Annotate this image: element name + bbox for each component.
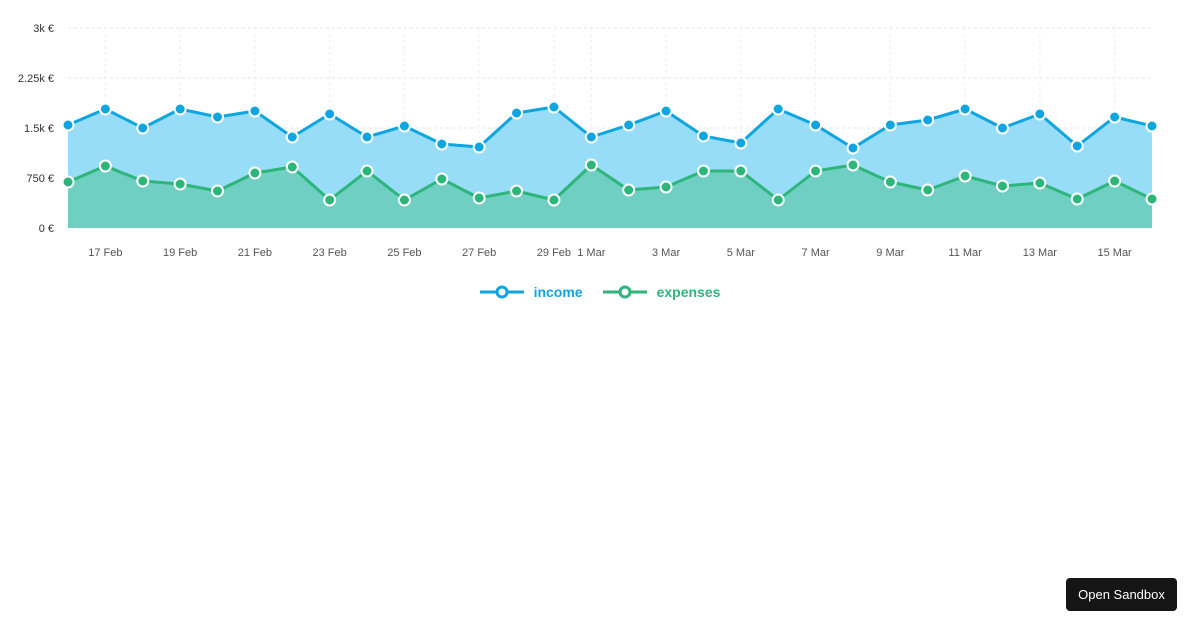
expenses-data-point[interactable] <box>696 164 710 178</box>
expenses-data-point[interactable] <box>323 193 337 207</box>
income-data-point[interactable] <box>510 106 524 120</box>
expenses-data-point[interactable] <box>360 164 374 178</box>
expenses-data-point[interactable] <box>846 158 860 172</box>
x-tick-label: 19 Feb <box>163 247 197 259</box>
expenses-data-point[interactable] <box>98 159 112 173</box>
legend-label-expenses: expenses <box>656 284 721 300</box>
expenses-data-point[interactable] <box>547 193 561 207</box>
income-data-point[interactable] <box>61 118 75 132</box>
income-data-point[interactable] <box>958 102 972 116</box>
legend-label-income: income <box>533 284 583 300</box>
expenses-data-point[interactable] <box>211 184 225 198</box>
x-tick-label: 3 Mar <box>652 247 680 259</box>
income-data-point[interactable] <box>1145 119 1159 133</box>
legend-item-expenses[interactable]: expenses <box>602 282 721 302</box>
x-tick-label: 11 Mar <box>948 247 982 259</box>
income-data-point[interactable] <box>248 104 262 118</box>
expenses-data-point[interactable] <box>472 191 486 205</box>
expenses-data-point[interactable] <box>1145 192 1159 206</box>
income-data-point[interactable] <box>360 130 374 144</box>
income-data-point[interactable] <box>435 137 449 151</box>
x-tick-label: 9 Mar <box>876 247 904 259</box>
expenses-data-point[interactable] <box>584 158 598 172</box>
expenses-data-point[interactable] <box>397 193 411 207</box>
expenses-data-point[interactable] <box>248 166 262 180</box>
x-tick-label: 1 Mar <box>577 247 605 259</box>
x-tick-label: 15 Mar <box>1097 247 1132 259</box>
income-data-point[interactable] <box>211 110 225 124</box>
chart-areas <box>68 107 1152 228</box>
x-tick-label: 13 Mar <box>1023 247 1058 259</box>
y-tick-label: 1.5k € <box>24 123 54 135</box>
x-tick-label: 27 Feb <box>462 247 496 259</box>
income-data-point[interactable] <box>584 130 598 144</box>
expenses-data-point[interactable] <box>435 172 449 186</box>
income-data-point[interactable] <box>921 113 935 127</box>
expenses-data-point[interactable] <box>734 164 748 178</box>
expenses-data-point[interactable] <box>136 174 150 188</box>
expenses-data-point[interactable] <box>921 183 935 197</box>
income-data-point[interactable] <box>397 119 411 133</box>
x-tick-label: 21 Feb <box>238 247 272 259</box>
open-sandbox-button[interactable]: Open Sandbox <box>1066 578 1177 611</box>
income-data-point[interactable] <box>622 118 636 132</box>
expenses-data-point[interactable] <box>771 193 785 207</box>
legend-item-income[interactable]: income <box>479 282 583 302</box>
expenses-data-point[interactable] <box>883 175 897 189</box>
expenses-data-point[interactable] <box>995 179 1009 193</box>
income-data-point[interactable] <box>995 121 1009 135</box>
income-data-point[interactable] <box>734 136 748 150</box>
expenses-data-point[interactable] <box>285 160 299 174</box>
x-tick-label: 5 Mar <box>727 247 755 259</box>
expenses-area <box>68 165 1152 228</box>
income-data-point[interactable] <box>696 129 710 143</box>
income-data-point[interactable] <box>472 140 486 154</box>
y-axis: 0 € 750 € 1.5k € 2.25k € 3k € <box>18 23 54 235</box>
y-tick-label: 750 € <box>26 173 54 185</box>
expenses-data-point[interactable] <box>1070 192 1084 206</box>
x-tick-label: 25 Feb <box>387 247 421 259</box>
expenses-data-point[interactable] <box>1033 176 1047 190</box>
income-data-point[interactable] <box>323 107 337 121</box>
expenses-data-point[interactable] <box>173 177 187 191</box>
income-data-point[interactable] <box>809 118 823 132</box>
income-data-point[interactable] <box>136 121 150 135</box>
income-data-point[interactable] <box>883 118 897 132</box>
x-tick-label: 17 Feb <box>88 247 122 259</box>
y-tick-label: 2.25k € <box>18 73 54 85</box>
income-data-point[interactable] <box>771 102 785 116</box>
expenses-data-point[interactable] <box>1108 174 1122 188</box>
income-data-point[interactable] <box>173 102 187 116</box>
expenses-line-marker-icon <box>602 285 647 299</box>
y-tick-label: 0 € <box>39 223 54 235</box>
income-data-point[interactable] <box>1108 110 1122 124</box>
income-data-point[interactable] <box>547 100 561 114</box>
chart-legend: income expenses <box>0 282 1200 302</box>
income-data-point[interactable] <box>285 130 299 144</box>
expenses-data-point[interactable] <box>622 183 636 197</box>
x-axis: 17 Feb 19 Feb 21 Feb 23 Feb 25 Feb 27 Feb 29 F… <box>88 247 1132 259</box>
y-tick-label: 3k € <box>33 23 54 35</box>
x-tick-label: 7 Mar <box>802 247 830 259</box>
income-line-marker-icon <box>479 285 524 299</box>
area-chart: 0 € 750 € 1.5k € 2.25k € 3k € 17 Feb 19 Feb 21… <box>18 23 1159 259</box>
expenses-data-point[interactable] <box>510 184 524 198</box>
x-tick-label: 29 Feb <box>537 247 571 259</box>
expenses-data-point[interactable] <box>659 180 673 194</box>
income-data-point[interactable] <box>1033 107 1047 121</box>
expenses-data-point[interactable] <box>958 169 972 183</box>
income-data-point[interactable] <box>659 104 673 118</box>
income-data-point[interactable] <box>98 102 112 116</box>
expenses-data-point[interactable] <box>809 164 823 178</box>
expenses-data-point[interactable] <box>61 175 75 189</box>
income-data-point[interactable] <box>846 141 860 155</box>
x-tick-label: 23 Feb <box>313 247 347 259</box>
chart-points <box>61 100 1159 207</box>
income-data-point[interactable] <box>1070 139 1084 153</box>
